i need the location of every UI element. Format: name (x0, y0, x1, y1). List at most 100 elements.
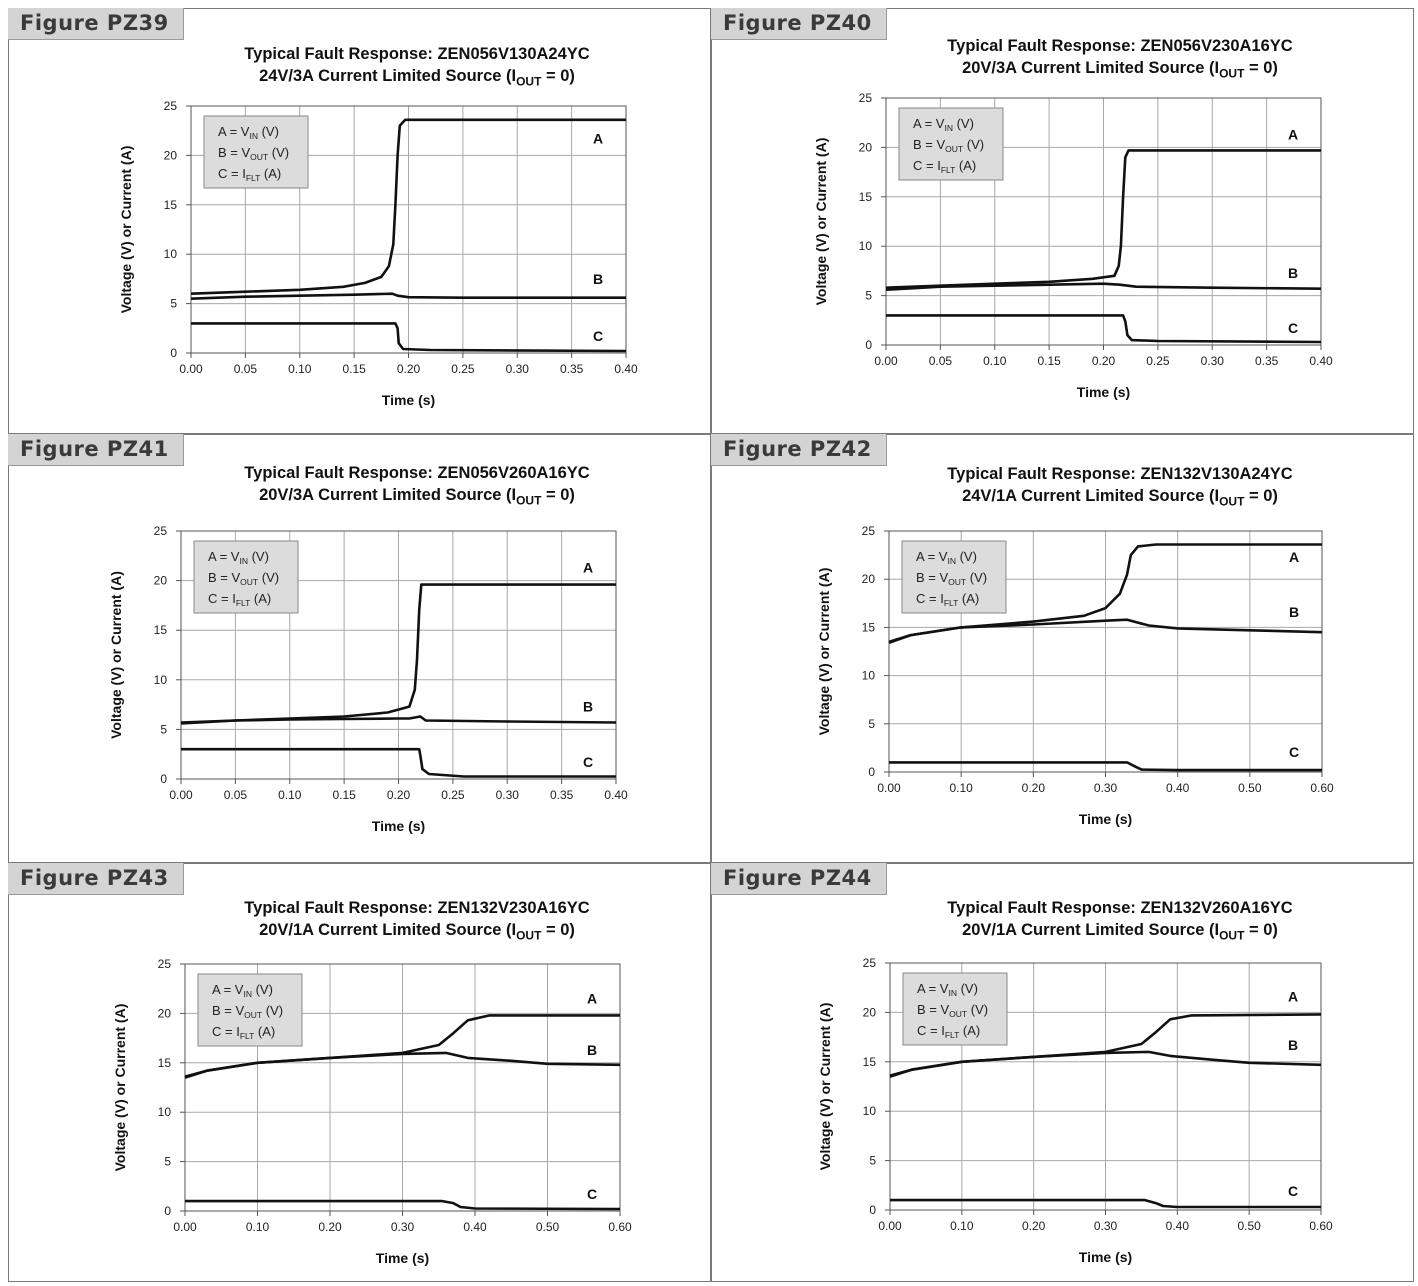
series-line-c (181, 747, 616, 778)
y-axis-label: Voltage (V) or Current (A) (118, 146, 134, 314)
x-tick-label: 0.30 (391, 1220, 415, 1234)
chart-title-line1: Typical Fault Response: ZEN056V230A16YC (947, 37, 1293, 55)
legend-box (203, 115, 309, 189)
x-tick-label: 0.10 (278, 788, 302, 802)
figure-panel-pz41: Figure PZ41 Typical Fault Response: ZEN05… (8, 434, 711, 863)
x-tick-label: 0.40 (463, 1220, 487, 1234)
x-tick-label: 0.20 (397, 362, 421, 376)
y-tick-label: 10 (164, 247, 178, 261)
legend-entry: C = IFLT (A) (218, 166, 281, 183)
y-tick-label: 0 (865, 338, 872, 352)
x-tick-label: 0.50 (1237, 1219, 1261, 1233)
y-tick-label: 20 (862, 572, 876, 586)
y-tick-label: 0 (164, 1204, 171, 1218)
figure-label: Figure PZ39 (8, 8, 184, 40)
legend-box (197, 973, 303, 1047)
figure-panel-pz42: Figure PZ42 Typical Fault Response: ZEN13… (711, 434, 1414, 863)
x-tick-label: 0.20 (318, 1220, 342, 1234)
x-tick-label: 0.20 (387, 788, 411, 802)
x-tick-label: 0.25 (1146, 354, 1170, 368)
y-tick-label: 25 (164, 99, 178, 113)
x-tick-label: 0.35 (1255, 354, 1279, 368)
y-tick-label: 5 (170, 297, 177, 311)
legend-entry: A = VIN (V) (212, 982, 273, 999)
legend-entry: B = VOUT (V) (212, 1003, 283, 1020)
x-tick-label: 0.35 (550, 788, 574, 802)
chart-title-line2: 20V/1A Current Limited Source (IOUT = 0) (962, 921, 1278, 943)
x-tick-label: 0.30 (1094, 781, 1118, 795)
x-tick-label: 0.00 (877, 781, 901, 795)
x-tick-label: 0.00 (169, 788, 193, 802)
y-tick-label: 20 (154, 574, 168, 588)
x-tick-label: 0.05 (224, 788, 248, 802)
x-tick-label: 0.60 (608, 1220, 632, 1234)
y-axis-label: Voltage (V) or Current (A) (112, 1004, 128, 1172)
y-tick-label: 5 (865, 289, 872, 303)
series-label-a: A (1288, 989, 1298, 1005)
series-label-c: C (583, 754, 593, 770)
y-tick-label: 5 (160, 722, 167, 736)
series-label-c: C (1288, 1183, 1298, 1199)
y-tick-label: 15 (154, 623, 168, 637)
series-line-c (191, 322, 627, 353)
x-tick-label: 0.10 (950, 1219, 974, 1233)
series-line-b (184, 1051, 621, 1079)
y-tick-label: 0 (170, 346, 177, 360)
series-line-b (889, 1050, 1322, 1078)
y-tick-label: 25 (158, 957, 172, 971)
y-tick-label: 15 (863, 1055, 877, 1069)
y-tick-label: 0 (868, 765, 875, 779)
series-line-c (889, 761, 1322, 772)
y-tick-label: 15 (862, 620, 876, 634)
x-tick-label: 0.15 (332, 788, 356, 802)
chart-title: Typical Fault Response: ZEN132V260A16YC 2… (882, 897, 1358, 946)
series-line-c (890, 1198, 1321, 1209)
legend-entry: A = VIN (V) (913, 116, 974, 133)
figure-panel-pz40: Figure PZ40 Typical Fault Response: ZEN05… (711, 8, 1414, 434)
series-label-c: C (1289, 744, 1299, 760)
chart-title-line2: 24V/3A Current Limited Source (IOUT = 0) (259, 67, 575, 89)
x-tick-label: 0.20 (1022, 1219, 1046, 1233)
y-axis-label: Voltage (V) or Current (A) (813, 138, 829, 306)
chart-title-line2: 20V/3A Current Limited Source (IOUT = 0) (259, 486, 575, 508)
legend-entry: C = IFLT (A) (916, 591, 979, 608)
x-tick-label: 0.50 (1238, 781, 1262, 795)
x-tick-label: 0.15 (1037, 354, 1061, 368)
line-chart: 0.00 0.05 0.10 0.15 0.20 0.25 0.30 0.35 0.40 0 5 10… (813, 91, 1333, 400)
x-tick-label: 0.00 (874, 354, 898, 368)
x-axis-label: Time (s) (1079, 1249, 1132, 1265)
x-axis-label: Time (s) (376, 1250, 429, 1266)
legend-entry: B = VOUT (V) (218, 145, 289, 162)
legend-box (901, 540, 1007, 614)
y-tick-label: 10 (859, 239, 873, 253)
series-line-b (190, 292, 626, 300)
legend: A = VIN (V) B = VOUT (V) C = IFLT (A) (193, 540, 299, 614)
legend-entry: A = VIN (V) (916, 549, 977, 566)
legend-entry: C = IFLT (A) (212, 1024, 275, 1041)
legend-entry: B = VOUT (V) (917, 1002, 988, 1019)
y-tick-label: 5 (868, 717, 875, 731)
series-label-a: A (583, 560, 593, 576)
y-tick-label: 25 (859, 91, 873, 105)
legend-box (898, 107, 1004, 181)
series-line-c (185, 1199, 621, 1211)
chart-title: Typical Fault Response: ZEN056V260A16YC 2… (179, 462, 655, 511)
y-axis-label: Voltage (V) or Current (A) (108, 571, 124, 739)
chart-title: Typical Fault Response: ZEN132V130A24YC 2… (882, 463, 1358, 512)
x-tick-label: 0.40 (1309, 354, 1333, 368)
y-tick-label: 25 (154, 524, 168, 538)
y-tick-label: 10 (863, 1104, 877, 1118)
series-label-b: B (1288, 265, 1298, 281)
series-label-c: C (1288, 320, 1298, 336)
y-tick-label: 15 (164, 198, 178, 212)
y-tick-label: 25 (863, 956, 877, 970)
series-line-c (886, 314, 1322, 344)
x-tick-label: 0.40 (1166, 1219, 1190, 1233)
x-tick-label: 0.30 (506, 362, 530, 376)
x-tick-label: 0.10 (949, 781, 973, 795)
figure-label: Figure PZ44 (711, 863, 887, 895)
x-axis-label: Time (s) (1077, 384, 1130, 400)
legend-entry: B = VOUT (V) (913, 137, 984, 154)
y-tick-label: 15 (859, 190, 873, 204)
y-tick-label: 20 (164, 148, 178, 162)
